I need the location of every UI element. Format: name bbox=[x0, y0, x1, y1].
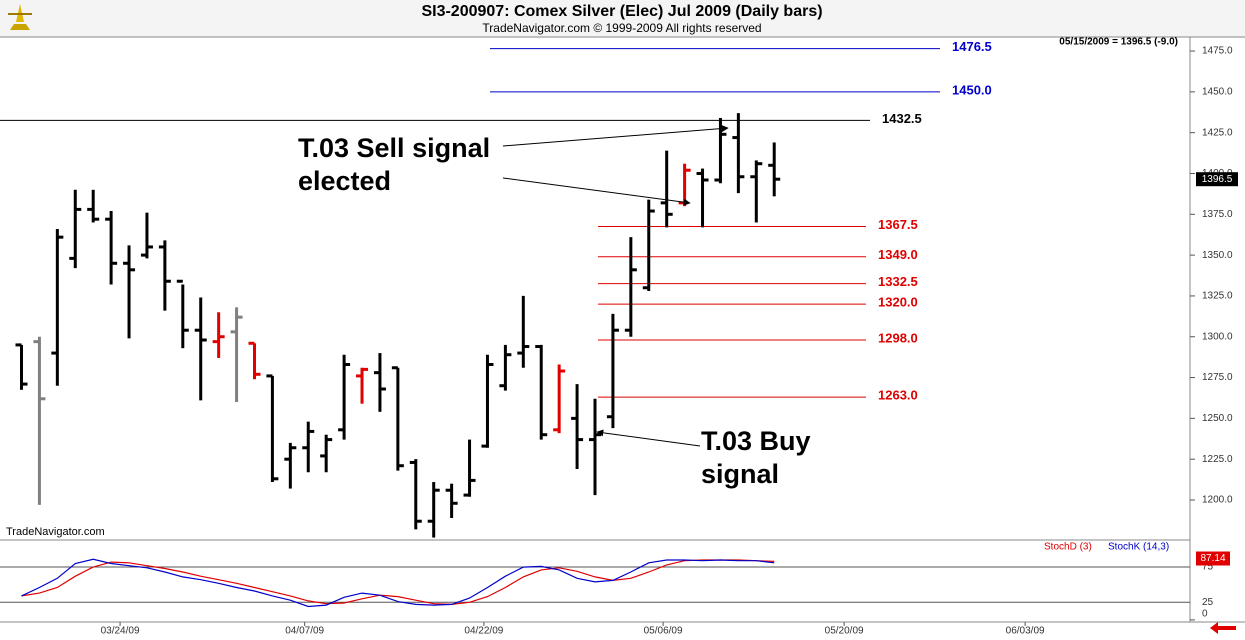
y-tick-label: 1250.0 bbox=[1202, 413, 1233, 424]
y-tick-label: 1300.0 bbox=[1202, 331, 1233, 342]
y-tick-label: 1200.0 bbox=[1202, 495, 1233, 506]
indicator-last-box bbox=[1196, 551, 1230, 566]
legend-entry: StochK (14,3) bbox=[1108, 542, 1169, 553]
level-label: 1263.0 bbox=[878, 388, 918, 403]
level-label: 1298.0 bbox=[878, 330, 918, 345]
x-tick-label: 04/22/09 bbox=[464, 626, 503, 637]
level-label: 1332.5 bbox=[878, 274, 918, 289]
y-tick-label: 1225.0 bbox=[1202, 454, 1233, 465]
annotation: T.03 Buy bbox=[701, 426, 811, 456]
watermark: TradeNavigator.com bbox=[6, 526, 105, 538]
annotation: elected bbox=[298, 166, 391, 196]
annotation-arrow bbox=[596, 429, 701, 447]
chart-title: SI3-200907: Comex Silver (Elec) Jul 2009… bbox=[421, 3, 822, 20]
level-label: 1476.5 bbox=[952, 39, 992, 54]
y-tick-label: 1375.0 bbox=[1202, 209, 1233, 220]
level-label: 1367.5 bbox=[878, 217, 918, 232]
annotation: T.03 Sell signal bbox=[298, 133, 490, 163]
annotation-arrow bbox=[502, 125, 729, 147]
last-price-label: 1396.5 bbox=[1202, 174, 1233, 185]
last-price-box bbox=[1196, 172, 1238, 187]
level-label: 1450.0 bbox=[952, 82, 992, 97]
logo bbox=[8, 4, 32, 30]
x-tick-label: 05/06/09 bbox=[644, 626, 683, 637]
x-tick-label: 05/20/09 bbox=[825, 626, 864, 637]
indicator-last-label: 87.14 bbox=[1200, 553, 1225, 564]
indicator-tick-label: 75 bbox=[1202, 562, 1214, 573]
level-label: 1432.5 bbox=[882, 111, 922, 126]
y-tick-label: 1475.0 bbox=[1202, 46, 1233, 57]
chart-subtitle: TradeNavigator.com © 1999-2009 All right… bbox=[482, 21, 761, 35]
y-tick-label: 1450.0 bbox=[1202, 86, 1233, 97]
x-tick-label: 04/07/09 bbox=[285, 626, 324, 637]
header-note: 05/15/2009 = 1396.5 (-9.0) bbox=[1059, 37, 1178, 48]
level-label: 1349.0 bbox=[878, 247, 918, 262]
scroll-arrow[interactable] bbox=[1210, 622, 1236, 634]
indicator-line bbox=[21, 558, 775, 608]
y-tick-label: 1275.0 bbox=[1202, 372, 1233, 383]
indicator-tick-label: 25 bbox=[1202, 597, 1214, 608]
header-band bbox=[0, 0, 1245, 37]
y-tick-label: 1425.0 bbox=[1202, 127, 1233, 138]
annotation: signal bbox=[701, 459, 779, 489]
indicator-tick-label: 0 bbox=[1202, 609, 1208, 620]
x-tick-label: 06/03/09 bbox=[1006, 626, 1045, 637]
level-label: 1320.0 bbox=[878, 295, 918, 310]
y-tick-label: 1350.0 bbox=[1202, 250, 1233, 261]
indicator-line bbox=[21, 559, 775, 606]
annotation-arrow bbox=[502, 177, 691, 206]
legend-entry: StochD (3) bbox=[1044, 542, 1092, 553]
y-tick-label: 1325.0 bbox=[1202, 291, 1233, 302]
x-tick-label: 03/24/09 bbox=[101, 626, 140, 637]
